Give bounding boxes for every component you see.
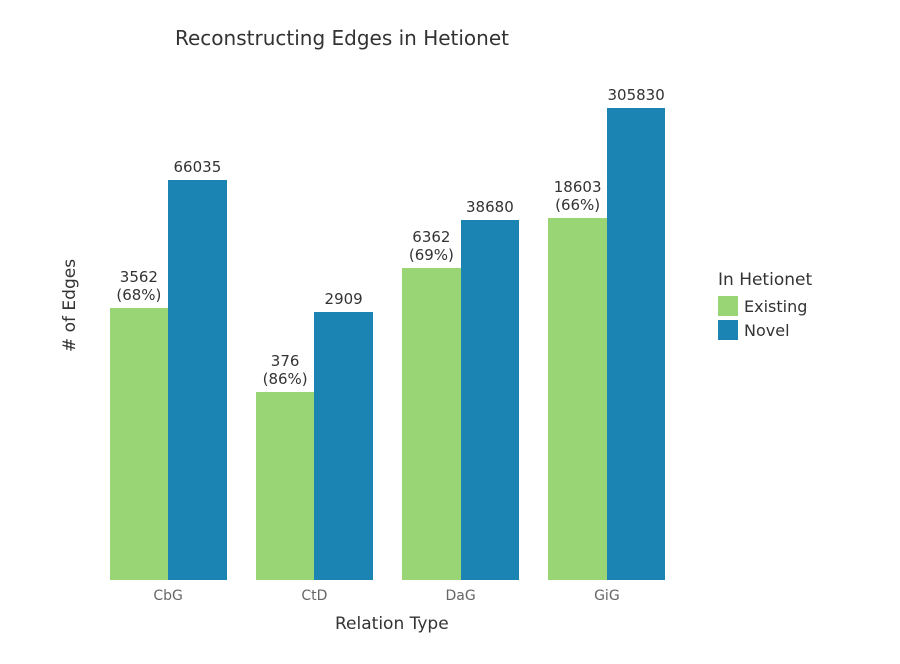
y-axis-label: # of Edges [60,259,80,352]
bar-label-existing-CbG: 3562(68%) [116,268,161,304]
x-tick-CbG: CbG [153,588,183,604]
bar-label-existing-CtD: 376(86%) [263,352,308,388]
legend-label-novel: Novel [744,321,790,340]
chart-title: Reconstructing Edges in Hetionet [175,26,509,50]
bar-label-novel-GiG: 305830 [607,86,664,104]
plot-area: 3562(68%) 66035 376(86%) 2909 6362(69%) 38680… [95,60,680,580]
legend: In Hetionet Existing Novel [718,270,812,340]
legend-label-existing: Existing [744,297,807,316]
bar-label-existing-GiG: 18603(66%) [554,178,602,214]
bar-existing-DaG [402,268,461,580]
bar-novel-CtD [314,312,373,580]
bar-label-novel-CbG: 66035 [174,158,222,176]
bar-existing-GiG [548,218,607,580]
legend-item-existing: Existing [718,296,812,316]
bar-label-existing-DaG: 6362(69%) [409,228,454,264]
bar-label-novel-CtD: 2909 [325,290,363,308]
legend-swatch-existing [718,296,738,316]
x-tick-GiG: GiG [594,588,620,604]
x-tick-DaG: DaG [446,588,476,604]
bar-existing-CtD [256,392,315,580]
bar-novel-GiG [607,108,666,580]
bar-label-novel-DaG: 38680 [466,198,514,216]
x-tick-CtD: CtD [301,588,327,604]
bar-novel-CbG [168,180,227,580]
bar-existing-CbG [110,308,169,580]
chart-figure: Reconstructing Edges in Hetionet 3562(68… [0,0,900,664]
x-axis-label: Relation Type [335,614,449,634]
legend-swatch-novel [718,320,738,340]
bar-novel-DaG [461,220,520,580]
legend-item-novel: Novel [718,320,812,340]
legend-title: In Hetionet [718,270,812,290]
